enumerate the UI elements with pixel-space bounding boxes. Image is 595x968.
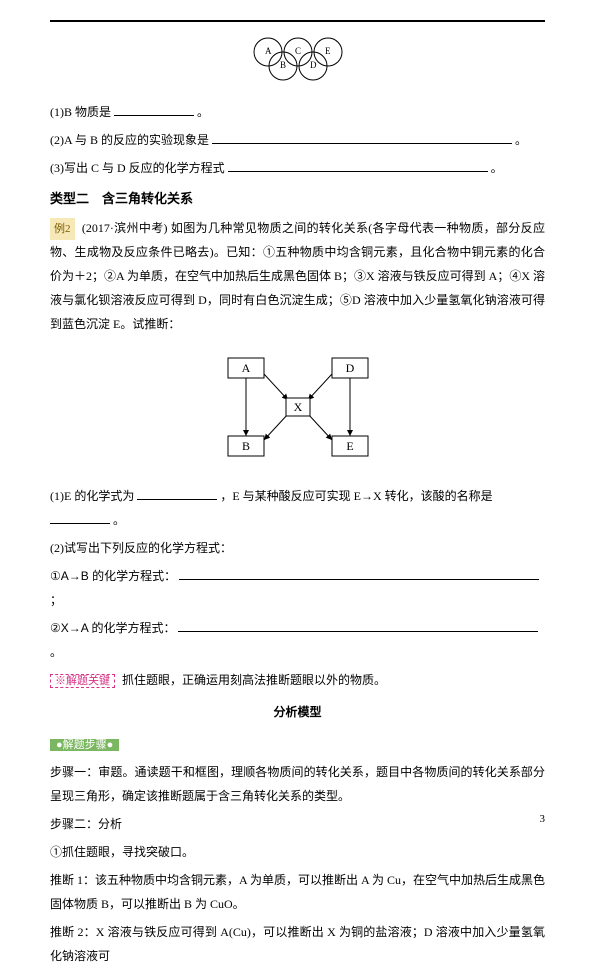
example-tag: 例2 — [50, 218, 75, 240]
svg-text:D: D — [310, 60, 317, 70]
step-2-heading: 步骤二：分析 — [50, 812, 545, 836]
sub2b-blank — [178, 616, 538, 632]
sub-question-2a: ①A→B 的化学方程式： ； — [50, 564, 545, 612]
svg-text:E: E — [325, 46, 331, 56]
svg-text:B: B — [280, 60, 286, 70]
svg-text:X: X — [293, 400, 302, 414]
tip-line: ※解题关键 抓住题眼，正确运用刻高法推断题眼以外的物质。 — [50, 668, 545, 692]
sub2a-end: ； — [50, 593, 62, 607]
tip-label: ※解题关键 — [50, 674, 115, 688]
step-2a: ①抓住题眼，寻找突破口。 — [50, 840, 545, 864]
sub1-a: (1)E 的化学式为 — [50, 489, 134, 503]
q1-end: 。 — [197, 105, 209, 119]
sub2a-text: ①A→B 的化学方程式： — [50, 569, 176, 583]
step-2-p1: 推断 1：该五种物质中均含铜元素，A 为单质，可以推断出 A 为 Cu，在空气中… — [50, 868, 545, 916]
sub-question-2b: ②X→A 的化学方程式： 。 — [50, 616, 545, 664]
svg-text:E: E — [346, 439, 353, 453]
page-number: 3 — [540, 808, 546, 830]
example-source: (2017·滨州中考) — [82, 221, 168, 235]
q3-end: 。 — [491, 161, 503, 175]
conversion-diagram: A D X B E — [50, 346, 545, 474]
svg-text:A: A — [265, 46, 272, 56]
sub2b-text: ②X→A 的化学方程式： — [50, 621, 175, 635]
olympic-rings-diagram: ABCDE — [50, 34, 545, 90]
section-heading: 类型二 含三角转化关系 — [50, 186, 545, 212]
sub-question-1: (1)E 的化学式为 ，E 与某种酸反应可实现 E→X 转化，该酸的名称是 。 — [50, 484, 545, 532]
tip-text: 抓住题眼，正确运用刻高法推断题眼以外的物质。 — [122, 673, 386, 687]
svg-text:D: D — [345, 361, 354, 375]
sub2b-end: 。 — [50, 645, 62, 659]
q3-text: (3)写出 C 与 D 反应的化学方程式 — [50, 161, 225, 175]
example-body: 如图为几种常见物质之间的转化关系(各字母代表一种物质，部分反应物、生成物及反应条… — [50, 221, 545, 331]
svg-text:A: A — [241, 361, 250, 375]
question-1: (1)B 物质是 。 — [50, 100, 545, 124]
sub2a-blank — [179, 564, 539, 580]
example-2: 例2 (2017·滨州中考) 如图为几种常见物质之间的转化关系(各字母代表一种物… — [50, 216, 545, 336]
steps-label-line: ●解题步骤● — [50, 732, 545, 756]
q1-text: (1)B 物质是 — [50, 105, 111, 119]
q2-end: 。 — [515, 133, 527, 147]
step-1: 步骤一：审题。通读题干和框图，理顺各物质间的转化关系，题目中各物质间的转化关系部… — [50, 760, 545, 808]
q1-blank — [114, 100, 194, 116]
svg-text:C: C — [295, 46, 301, 56]
sub1-c: 。 — [113, 513, 125, 527]
sub1-blank1 — [137, 484, 217, 500]
steps-label: ●解题步骤● — [50, 739, 119, 751]
q2-blank — [212, 128, 512, 144]
svg-text:B: B — [241, 439, 249, 453]
sub-question-2: (2)试写出下列反应的化学方程式： — [50, 536, 545, 560]
q2-text: (2)A 与 B 的反应的实验现象是 — [50, 133, 209, 147]
question-2: (2)A 与 B 的反应的实验现象是 。 — [50, 128, 545, 152]
model-title: 分析模型 — [50, 700, 545, 724]
question-3: (3)写出 C 与 D 反应的化学方程式 。 — [50, 156, 545, 180]
step-2-p2: 推断 2：X 溶液与铁反应可得到 A(Cu)，可以推断出 X 为铜的盐溶液；D … — [50, 920, 545, 968]
sub1-b: ，E 与某种酸反应可实现 E→X 转化，该酸的名称是 — [220, 489, 492, 503]
q3-blank — [228, 156, 488, 172]
rings-svg: ABCDE — [248, 34, 348, 82]
diagram-svg: A D X B E — [208, 346, 388, 466]
sub1-blank2 — [50, 508, 110, 524]
top-divider — [50, 20, 545, 22]
